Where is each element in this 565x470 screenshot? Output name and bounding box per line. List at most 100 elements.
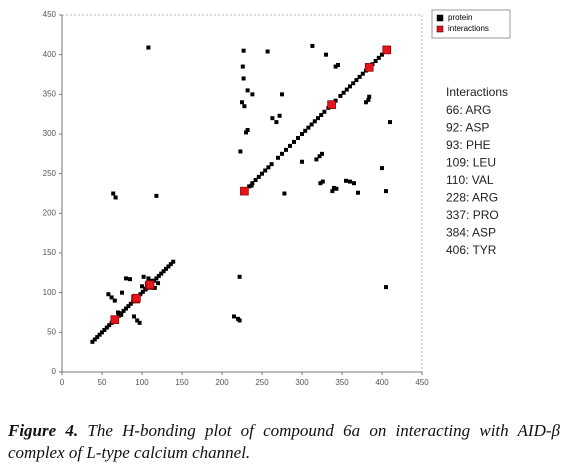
point — [324, 52, 328, 57]
annotation: 92: ASP — [446, 121, 489, 135]
point — [274, 120, 279, 125]
point — [245, 128, 250, 133]
x-tick-label: 200 — [215, 378, 229, 387]
annotation: 406: TYR — [446, 243, 497, 257]
point — [237, 318, 242, 323]
point — [249, 183, 254, 188]
annotation: 228: ARG — [446, 191, 498, 205]
point — [95, 335, 100, 340]
x-tick-label: 350 — [335, 378, 349, 387]
legend-label: interactions — [448, 24, 489, 33]
point — [106, 292, 111, 297]
point — [320, 151, 324, 156]
point — [113, 195, 118, 200]
point — [240, 186, 249, 196]
point — [240, 100, 244, 105]
point — [132, 314, 136, 319]
point — [137, 320, 142, 325]
y-tick-label: 350 — [43, 89, 57, 98]
point — [119, 312, 124, 317]
point — [284, 147, 288, 152]
point — [166, 264, 171, 269]
point — [247, 184, 252, 189]
x-tick-label: 50 — [98, 378, 107, 387]
point — [128, 277, 132, 282]
y-tick-label: 450 — [43, 10, 57, 19]
point — [300, 132, 304, 136]
point — [352, 181, 356, 186]
point — [360, 71, 365, 76]
caption-text: The H-bonding plot of compound 6a on int… — [8, 421, 560, 462]
point — [92, 337, 97, 342]
annotation: 110: VAL — [446, 173, 494, 187]
point — [146, 45, 151, 50]
point — [124, 306, 128, 311]
point — [171, 259, 176, 264]
point — [384, 285, 388, 290]
point — [310, 43, 315, 48]
point — [120, 290, 124, 295]
point — [280, 92, 284, 97]
point — [135, 318, 140, 323]
point — [154, 276, 159, 281]
point — [282, 191, 287, 196]
point — [366, 97, 371, 102]
point — [141, 274, 146, 279]
legend-swatch — [436, 14, 444, 22]
point — [245, 88, 250, 93]
point — [322, 109, 327, 114]
point — [338, 93, 343, 98]
x-tick-label: 300 — [295, 378, 309, 387]
y-tick-label: 0 — [52, 367, 57, 376]
point — [303, 128, 308, 133]
x-tick-label: 0 — [60, 378, 65, 387]
point — [145, 280, 155, 290]
point — [238, 149, 243, 154]
point — [380, 166, 384, 171]
point — [334, 186, 339, 191]
point — [314, 157, 319, 162]
point — [380, 52, 384, 57]
point — [237, 274, 242, 279]
point — [344, 87, 349, 92]
point — [156, 274, 161, 279]
point — [244, 130, 248, 135]
point — [100, 330, 104, 335]
point — [250, 181, 255, 186]
point — [373, 59, 378, 64]
point — [356, 190, 360, 195]
point — [364, 63, 374, 72]
y-tick-label: 300 — [43, 129, 57, 138]
annotation: 93: PHE — [446, 138, 491, 152]
point — [241, 48, 246, 53]
point — [121, 308, 126, 313]
point — [288, 143, 292, 148]
point — [111, 191, 116, 196]
point — [300, 159, 304, 164]
point — [270, 116, 275, 121]
point — [116, 310, 120, 315]
point — [336, 62, 340, 67]
point — [263, 168, 268, 173]
x-tick-label: 100 — [135, 378, 149, 387]
point — [107, 323, 112, 328]
point — [242, 104, 247, 109]
point — [250, 92, 255, 97]
point — [260, 171, 264, 176]
point — [266, 165, 271, 170]
point — [240, 64, 245, 69]
x-tick-label: 250 — [255, 378, 269, 387]
legend-box — [431, 9, 511, 39]
point — [388, 120, 392, 125]
x-tick-label: 400 — [375, 378, 389, 387]
point — [382, 45, 392, 55]
legend-swatch — [436, 25, 444, 33]
point — [109, 295, 114, 300]
point — [351, 81, 356, 86]
y-tick-label: 50 — [47, 327, 56, 336]
point — [253, 178, 258, 183]
point — [140, 284, 144, 289]
chart: Interactions 0 50 100 150 200 250 300 350 400 450… — [43, 9, 511, 387]
point — [146, 276, 151, 281]
